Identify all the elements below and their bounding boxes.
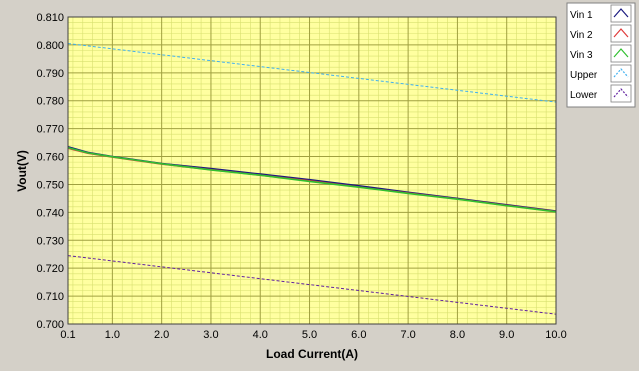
y-tick-label: 0.760 <box>36 152 64 164</box>
legend-swatch-vin-3 <box>613 48 629 58</box>
x-tick-label: 4.0 <box>253 329 268 341</box>
y-tick-label: 0.710 <box>36 291 64 303</box>
legend-swatch-box <box>610 44 632 63</box>
x-tick-label: 3.0 <box>203 329 218 341</box>
legend-swatch-upper <box>613 68 629 78</box>
x-axis-label: Load Current(A) <box>266 347 358 361</box>
legend-swatch-vin-2 <box>613 28 629 38</box>
y-tick-labels: 0.700 0.710 0.720 0.730 0.740 0.750 0.760 0.770… <box>36 12 64 331</box>
legend-swatch-box <box>610 4 632 23</box>
legend-label: Lower <box>570 90 598 101</box>
x-tick-label: 8.0 <box>450 329 465 341</box>
plot-area <box>68 17 556 324</box>
y-tick-label: 0.790 <box>36 68 64 80</box>
legend-swatch-box <box>610 24 632 43</box>
y-tick-label: 0.750 <box>36 179 64 191</box>
legend-label: Vin 1 <box>570 10 593 21</box>
plot-border <box>67 16 557 325</box>
legend-label: Vin 2 <box>570 30 593 41</box>
y-tick-label: 0.810 <box>36 12 64 24</box>
legend-swatch-vin-1 <box>613 8 629 18</box>
x-tick-label: 7.0 <box>400 329 415 341</box>
x-tick-label: 5.0 <box>302 329 317 341</box>
y-axis-label: Vout(V) <box>15 150 29 192</box>
x-tick-label: 1.0 <box>105 329 120 341</box>
x-tick-label: 9.0 <box>499 329 514 341</box>
legend-swatch-box <box>610 84 632 103</box>
x-tick-label: 2.0 <box>154 329 169 341</box>
legend: Vin 1 Vin 2 Vin 3 Upper Lower <box>566 2 636 108</box>
y-tick-label: 0.720 <box>36 263 64 275</box>
x-tick-label: 6.0 <box>351 329 366 341</box>
y-tick-label: 0.770 <box>36 124 64 136</box>
legend-swatch-box <box>610 64 632 83</box>
x-tick-labels: 0.1 1.0 2.0 3.0 4.0 5.0 6.0 7.0 8.0 9.0 10.0 <box>60 329 566 341</box>
x-tick-label: 0.1 <box>60 329 75 341</box>
y-tick-label: 0.740 <box>36 207 64 219</box>
legend-label: Upper <box>570 70 598 81</box>
y-tick-label: 0.730 <box>36 235 64 247</box>
series-line-upper <box>67 43 557 103</box>
legend-swatch-lower <box>613 88 629 98</box>
series-layer <box>67 43 557 315</box>
series-line-vin-3 <box>67 146 557 213</box>
legend-label: Vin 3 <box>570 50 593 61</box>
y-tick-label: 0.800 <box>36 40 64 52</box>
series-line-lower <box>67 255 557 315</box>
x-tick-label: 10.0 <box>545 329 566 341</box>
y-tick-label: 0.700 <box>36 319 64 331</box>
y-tick-label: 0.780 <box>36 96 64 108</box>
